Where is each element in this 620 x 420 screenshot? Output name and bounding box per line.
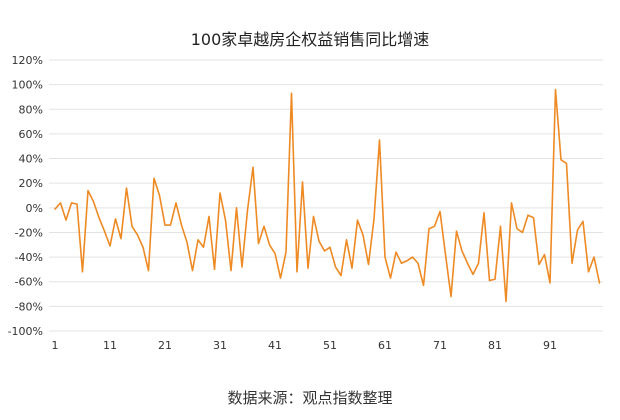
x-tick-label: 11 bbox=[103, 339, 117, 352]
x-tick-label: 81 bbox=[488, 339, 502, 352]
y-tick-label: -60% bbox=[15, 276, 43, 289]
y-tick-label: -40% bbox=[15, 251, 43, 264]
y-tick-label: 60% bbox=[19, 128, 43, 141]
y-tick-label: 120% bbox=[12, 54, 43, 67]
chart-title: 100家卓越房企权益销售同比增速 bbox=[191, 30, 430, 49]
y-tick-label: -80% bbox=[15, 300, 43, 313]
y-tick-label: 20% bbox=[19, 177, 43, 190]
y-tick-label: -100% bbox=[8, 325, 43, 338]
x-tick-label: 21 bbox=[158, 339, 172, 352]
y-tick-label: 40% bbox=[19, 153, 43, 166]
x-tick-label: 1 bbox=[52, 339, 59, 352]
y-axis-tick-labels: 120% 100% 80% 60% 40% 20% 0% -20% -40% -60% -80% -1… bbox=[8, 54, 43, 338]
y-tick-label: -20% bbox=[15, 226, 43, 239]
y-tick-label: 0% bbox=[26, 202, 43, 215]
series-line bbox=[54, 88, 601, 303]
x-tick-label: 41 bbox=[268, 339, 282, 352]
gridlines bbox=[49, 59, 603, 332]
x-tick-label: 91 bbox=[543, 339, 557, 352]
x-tick-label: 71 bbox=[433, 339, 447, 352]
x-tick-label: 31 bbox=[213, 339, 227, 352]
y-tick-label: 100% bbox=[12, 79, 43, 92]
y-tick-label: 80% bbox=[19, 103, 43, 116]
source-note: 数据来源：观点指数整理 bbox=[227, 389, 392, 407]
x-tick-label: 61 bbox=[378, 339, 392, 352]
x-axis-tick-labels: 1 11 21 31 41 51 61 71 81 91 bbox=[52, 339, 558, 352]
x-tick-label: 51 bbox=[323, 339, 337, 352]
